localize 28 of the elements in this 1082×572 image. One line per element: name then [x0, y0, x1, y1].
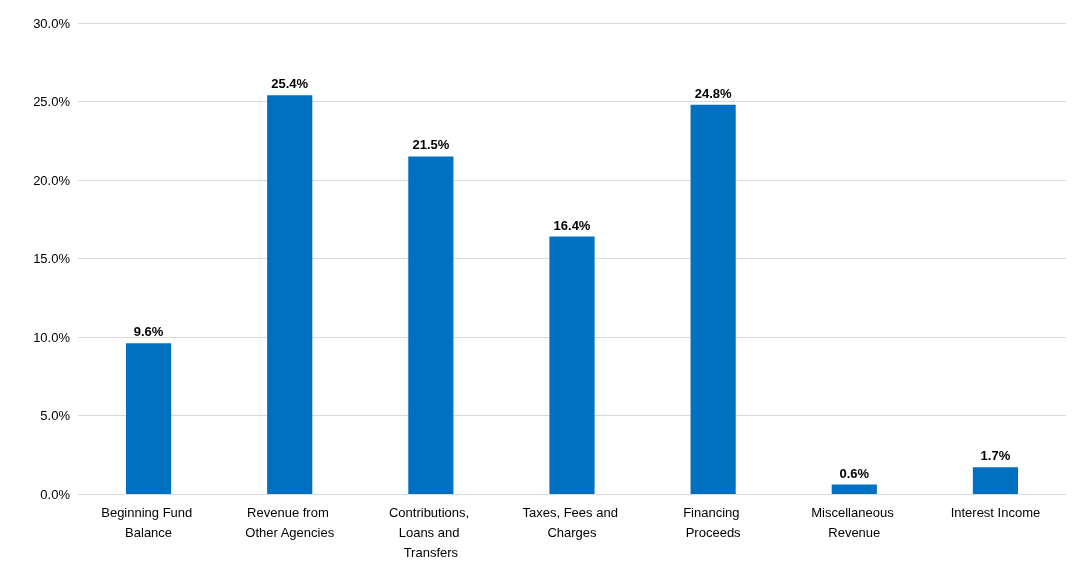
x-tick-label: Contributions, Loans and Transfers	[388, 504, 473, 560]
data-label: 25.4%	[271, 76, 309, 92]
data-label: 21.5%	[412, 137, 450, 153]
y-tick-label: 5.0%	[40, 408, 71, 423]
data-label: 16.4%	[553, 217, 591, 233]
y-tick-label: 0.0%	[40, 486, 71, 502]
bar	[267, 95, 313, 494]
y-tick-label: 25.0%	[33, 94, 71, 109]
data-label: 1.7%	[980, 448, 1011, 464]
x-tick-label: Taxes, Fees and Charges	[522, 504, 622, 540]
bar	[690, 104, 736, 494]
x-tick-label: Miscellaneous Revenue	[811, 504, 898, 540]
bar	[549, 236, 595, 494]
x-tick-label: Revenue from Other Agencies	[245, 504, 335, 540]
bar	[125, 343, 172, 494]
x-tick-label: Interest Income	[950, 504, 1041, 520]
y-tick-label: 10.0%	[33, 329, 71, 345]
bar	[408, 156, 454, 494]
y-tick-label: 15.0%	[33, 251, 71, 266]
data-label: 9.6%	[133, 324, 164, 340]
y-tick-label: 30.0%	[33, 15, 71, 31]
bar	[972, 467, 1019, 494]
data-label: 0.6%	[839, 465, 870, 481]
y-tick-label: 20.0%	[33, 172, 71, 188]
bar	[831, 484, 877, 494]
data-label: 24.8%	[694, 85, 733, 101]
x-tick-label: Financing Proceeds	[683, 504, 744, 540]
x-tick-label: Beginning Fund Balance	[101, 504, 196, 540]
